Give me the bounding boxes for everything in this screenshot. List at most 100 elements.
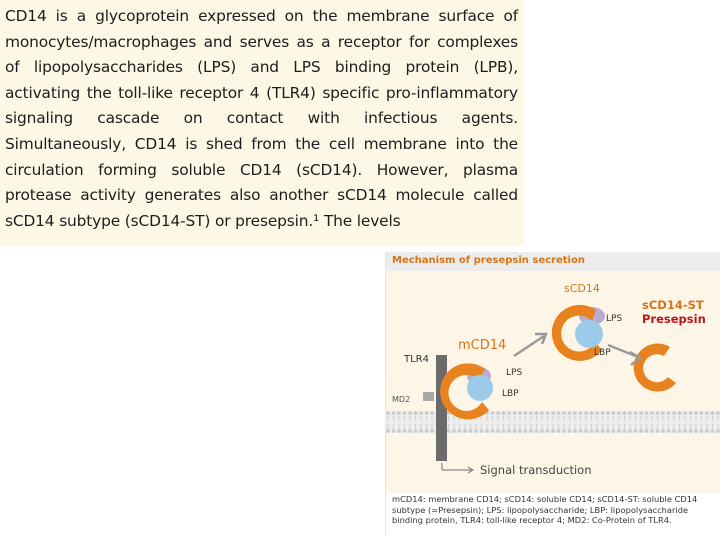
lipid-head — [683, 429, 687, 433]
lipid-head — [639, 429, 643, 433]
lipid-head — [600, 411, 605, 415]
lipid-head — [639, 411, 643, 415]
lipid-head — [606, 429, 610, 433]
lipid-head — [578, 411, 583, 415]
lipid-head — [408, 411, 412, 415]
lipid-head — [595, 429, 599, 433]
arrow-to-scd14 — [513, 332, 548, 358]
lipid-head — [463, 429, 467, 433]
lipid-head — [578, 429, 583, 433]
lipid-head — [430, 411, 434, 415]
lipid-head — [622, 411, 627, 415]
lipid-head — [666, 411, 671, 415]
lipid-head — [413, 411, 418, 415]
lipid-head — [512, 429, 517, 433]
lipid-head — [683, 411, 687, 415]
label-signal-transduction: Signal transduction — [480, 463, 592, 477]
lipid-head — [650, 411, 654, 415]
lipid-head — [611, 411, 616, 415]
lipid-head — [397, 411, 401, 415]
lipid-head — [485, 429, 489, 433]
lipid-head — [424, 429, 429, 433]
lipid-head — [556, 429, 561, 433]
lipid-head — [551, 411, 555, 415]
label-lps-left: LPS — [506, 368, 522, 378]
lipid-head — [490, 429, 495, 433]
article-text-block: CD14 is a glycoprotein expressed on the … — [0, 0, 524, 246]
lipid-head — [534, 411, 539, 415]
lipid-head — [633, 411, 638, 415]
lipid-head — [402, 411, 407, 415]
lipid-head — [584, 411, 588, 415]
lipid-head — [589, 411, 594, 415]
lipid-head — [529, 411, 533, 415]
lipid-head — [397, 429, 401, 433]
tlr4-receptor — [436, 355, 447, 461]
lipid-head — [655, 411, 660, 415]
lipid-head — [705, 429, 709, 433]
lipid-head — [699, 411, 704, 415]
lipid-head — [518, 411, 522, 415]
lipid-head — [661, 411, 665, 415]
lipid-head — [556, 411, 561, 415]
label-tlr4: TLR4 — [403, 354, 429, 365]
lipid-head — [589, 429, 594, 433]
label-md2: MD2 — [392, 395, 410, 404]
lipid-head — [595, 411, 599, 415]
lipid-head — [617, 429, 621, 433]
lipid-head — [688, 429, 693, 433]
lipid-head — [705, 411, 709, 415]
lipid-head — [452, 429, 456, 433]
lipid-head — [413, 429, 418, 433]
lbp-mid — [575, 320, 603, 348]
label-lbp-left: LBP — [502, 389, 519, 399]
md2-box — [423, 392, 434, 401]
lipid-head — [474, 429, 478, 433]
lipid-head — [501, 411, 506, 415]
scd14-shape — [551, 304, 602, 361]
lipid-head — [496, 411, 500, 415]
article-paragraph: CD14 is a glycoprotein expressed on the … — [5, 7, 518, 230]
lipid-head — [479, 429, 484, 433]
lipid-head — [710, 429, 715, 433]
lipid-head — [529, 429, 533, 433]
lipid-head — [567, 411, 572, 415]
arrow-to-presepsin — [607, 343, 643, 366]
lipid-head — [650, 429, 654, 433]
lipid-head — [496, 429, 500, 433]
lipid-head — [699, 429, 704, 433]
lipid-head — [391, 411, 396, 415]
lipid-head — [391, 429, 396, 433]
lipid-head — [617, 411, 621, 415]
lipid-head — [408, 429, 412, 433]
presepsin-shape — [633, 343, 676, 392]
lipid-head — [386, 411, 390, 415]
label-scd14-st: sCD14-ST — [642, 298, 704, 312]
lipid-head — [694, 429, 698, 433]
lipid-head — [562, 429, 566, 433]
figure-header: Mechanism of presepsin secretion — [386, 252, 720, 271]
presepsin-figure: Mechanism of presepsin secretion — [385, 252, 720, 536]
mcd14-complex — [440, 363, 493, 420]
lipid-head — [584, 429, 588, 433]
lipid-head — [694, 411, 698, 415]
lipid-head — [661, 429, 665, 433]
lipid-head — [672, 411, 676, 415]
lipid-head — [545, 429, 550, 433]
signal-arrow — [441, 463, 475, 474]
lipid-head — [633, 429, 638, 433]
lipid-head — [446, 429, 451, 433]
lipid-head — [512, 411, 517, 415]
lipid-head — [501, 429, 506, 433]
scd14-complex — [551, 304, 605, 361]
lipid-head — [545, 411, 550, 415]
lipid-head — [424, 411, 429, 415]
lipid-head — [688, 411, 693, 415]
label-lps-mid: LPS — [606, 314, 622, 324]
lipid-head — [600, 429, 605, 433]
lipid-head — [518, 429, 522, 433]
lipid-head — [540, 429, 544, 433]
lipid-head — [468, 429, 473, 433]
lipid-head — [490, 411, 495, 415]
lipid-head — [672, 429, 676, 433]
